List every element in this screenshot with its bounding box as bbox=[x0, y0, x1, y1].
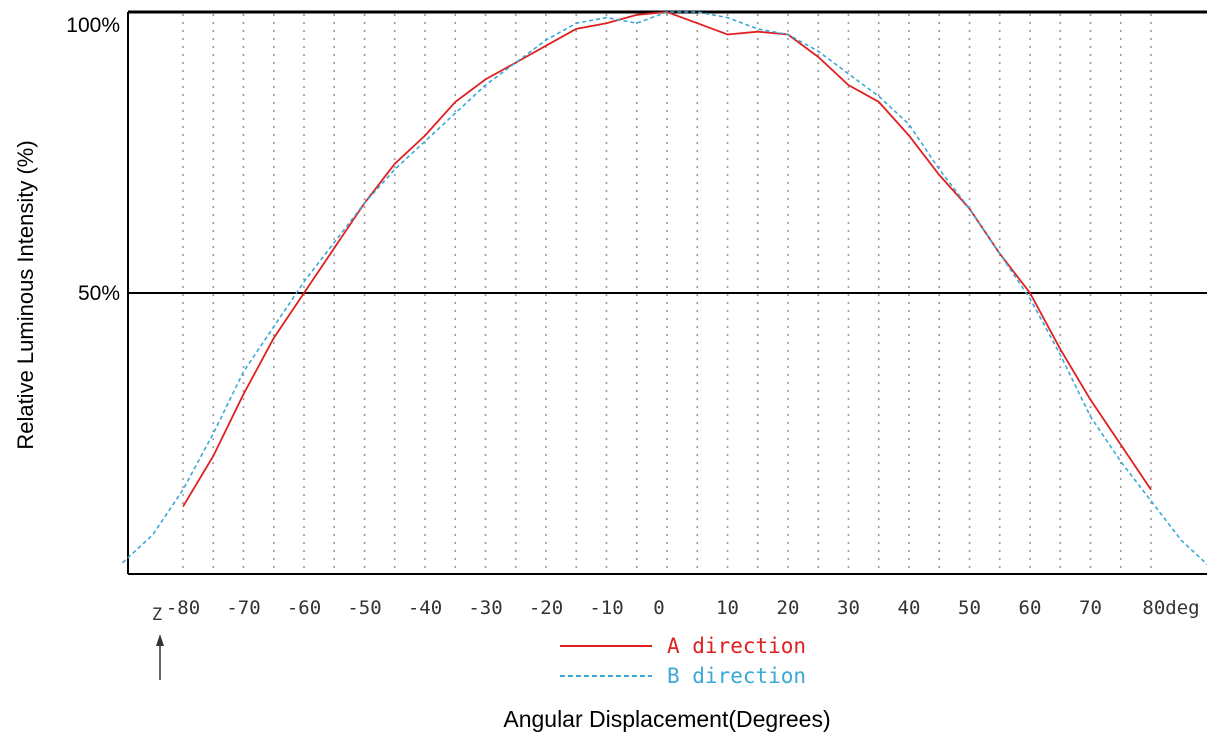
x-tick-label: -50 bbox=[347, 597, 381, 619]
y-axis-label: Relative Luminous Intensity (%) bbox=[13, 140, 38, 449]
z-arrow-marker: Z bbox=[152, 605, 164, 680]
legend-label-b: B direction bbox=[667, 664, 806, 688]
x-tick-label: -70 bbox=[226, 597, 260, 619]
x-tick-label: 50 bbox=[958, 597, 981, 619]
vertical-grid-lines bbox=[182, 14, 1152, 572]
x-tick-label: 10 bbox=[716, 597, 739, 619]
series-line-b-direction bbox=[121, 11, 1207, 566]
y-tick-50: 50% bbox=[78, 282, 120, 305]
x-tick-label: 30 bbox=[837, 597, 860, 619]
x-tick-label: 0 bbox=[653, 597, 664, 619]
x-tick-label: -20 bbox=[529, 597, 563, 619]
x-tick-label: 60 bbox=[1019, 597, 1042, 619]
x-tick-label: -10 bbox=[589, 597, 623, 619]
series-layer bbox=[121, 11, 1207, 566]
x-tick-label: -80 bbox=[166, 597, 200, 619]
x-tick-label: -40 bbox=[408, 597, 442, 619]
x-axis-label: Angular Displacement(Degrees) bbox=[503, 706, 830, 732]
z-label: Z bbox=[152, 605, 162, 625]
x-tick-label: 80deg bbox=[1142, 597, 1199, 619]
x-tick-label: 40 bbox=[898, 597, 921, 619]
legend: A direction B direction bbox=[560, 634, 806, 688]
x-tick-label: 70 bbox=[1079, 597, 1102, 619]
x-tick-label: -60 bbox=[287, 597, 321, 619]
z-arrow-head bbox=[156, 634, 164, 646]
x-tick-label: -30 bbox=[468, 597, 502, 619]
x-tick-labels: -80 -70 -60 -50 -40 -30 -20 -10 0 10 20 30 40 50 60 70 8… bbox=[166, 597, 1200, 619]
y-tick-100: 100% bbox=[66, 14, 120, 37]
x-tick-label: 20 bbox=[777, 597, 800, 619]
legend-label-a: A direction bbox=[667, 634, 806, 658]
plot-frame bbox=[127, 10, 1207, 575]
